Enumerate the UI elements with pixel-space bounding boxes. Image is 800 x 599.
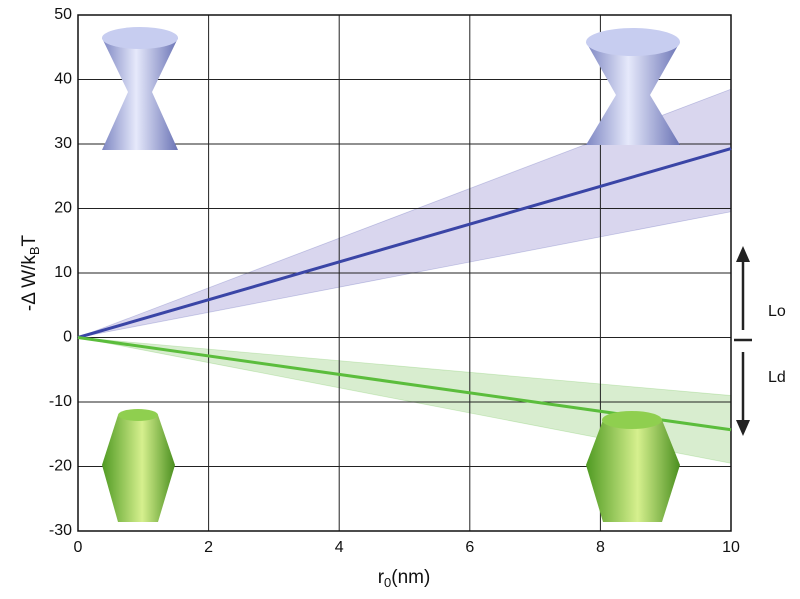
annotation: Lo (768, 303, 786, 320)
y-label-sub: B (27, 246, 42, 255)
x-tick-label: 6 (465, 539, 474, 556)
x-label-sub: 0 (384, 575, 391, 590)
y-tick-label: 10 (54, 264, 72, 281)
y-tick-label: -10 (49, 393, 72, 410)
annotation: Ld (768, 369, 786, 386)
plot-frame (77, 14, 732, 532)
line (77, 147, 732, 339)
x-axis-label: r0(nm) (378, 567, 431, 590)
x-label-part: (nm) (391, 567, 430, 588)
x-tick-label: 2 (204, 539, 213, 556)
y-tick-label: -20 (49, 458, 72, 475)
x-tick-label: 0 (74, 539, 83, 556)
hourglass-icon (102, 27, 680, 150)
y-tick-label: -30 (49, 522, 72, 539)
y-tick-label: 50 (54, 6, 72, 23)
x-tick-label: 10 (722, 539, 740, 556)
x-label-part: r (378, 567, 385, 588)
y-tick-label: 30 (54, 135, 72, 152)
y-tick-label: 20 (54, 200, 72, 217)
y-label-part: T (19, 234, 40, 246)
icons (102, 27, 752, 522)
y-tick-label: 40 (54, 71, 72, 88)
x-tick-label: 8 (596, 539, 605, 556)
y-axis-label: -Δ W/kBT (19, 234, 42, 311)
x-tick-label: 4 (335, 539, 344, 556)
y-tick-label: 0 (63, 329, 72, 346)
arrows (734, 246, 752, 436)
y-label-part: -Δ W/k (19, 255, 40, 311)
barrel-icon (102, 409, 680, 522)
